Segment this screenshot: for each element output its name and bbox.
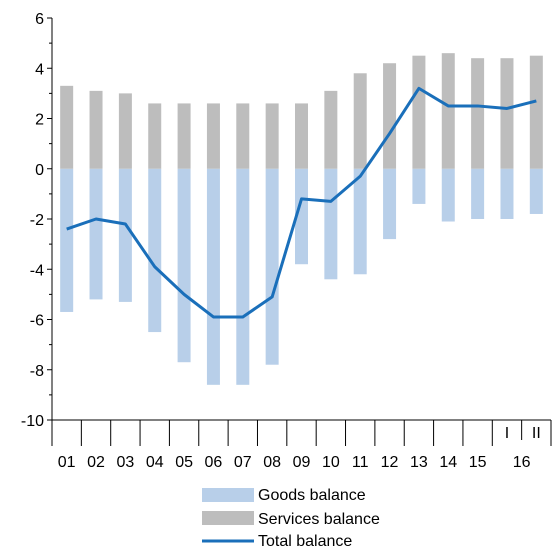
bar-goods — [89, 168, 103, 300]
bar-goods — [265, 168, 279, 365]
x-year-label: 16 — [513, 454, 531, 471]
bar-services — [206, 103, 220, 169]
x-category-label: 09 — [293, 454, 311, 471]
y-tick-label: 6 — [35, 11, 44, 28]
y-ticks: 6 4 2 0 -2 -4 -6 -8 -10 — [21, 11, 52, 430]
legend-swatch-goods — [202, 488, 254, 502]
x-category-label: 04 — [146, 454, 164, 471]
x-category-label: 08 — [263, 454, 281, 471]
bar-services — [89, 90, 103, 169]
bar-goods — [118, 168, 132, 302]
x-category-label: 13 — [410, 454, 428, 471]
x-category-label: 12 — [381, 454, 399, 471]
total-balance-line — [66, 86, 537, 319]
bar-services — [441, 53, 455, 169]
x-category-label: 15 — [469, 454, 487, 471]
bar-goods — [500, 168, 514, 219]
bar-goods — [177, 168, 191, 363]
bar-services — [236, 103, 250, 169]
line-layer — [66, 86, 537, 319]
x-category-label: 06 — [205, 454, 223, 471]
bars-layer — [60, 53, 543, 385]
bar-goods — [412, 168, 426, 204]
y-tick-label: -6 — [30, 313, 44, 330]
bar-services — [118, 93, 132, 169]
bar-goods — [60, 168, 74, 312]
bar-services — [529, 55, 543, 169]
bar-goods — [295, 168, 308, 265]
legend-label-total: Total balance — [258, 533, 352, 549]
bar-goods — [383, 168, 397, 240]
bar-services — [295, 103, 308, 169]
bar-goods — [471, 168, 485, 219]
x-category-label: 02 — [87, 454, 105, 471]
bar-services — [60, 85, 74, 169]
x-category-label: 07 — [234, 454, 252, 471]
bar-goods — [206, 168, 220, 385]
x-category-label: 01 — [58, 454, 76, 471]
bar-goods — [353, 168, 367, 275]
y-tick-label: -10 — [21, 413, 44, 430]
legend-swatch-services — [202, 511, 254, 525]
y-tick-label: -4 — [30, 262, 44, 279]
x-category-label: 03 — [116, 454, 134, 471]
legend: Goods balance Services balance Total bal… — [202, 487, 380, 549]
x-category-label: 14 — [439, 454, 457, 471]
bar-services — [412, 55, 426, 169]
y-tick-label: -2 — [30, 212, 44, 229]
bar-goods — [236, 168, 250, 385]
legend-label-goods: Goods balance — [258, 487, 366, 504]
x-category-label: 10 — [322, 454, 340, 471]
bar-goods — [529, 168, 543, 214]
y-tick-label: 2 — [35, 112, 44, 129]
bar-services — [324, 90, 338, 169]
bar-goods — [148, 168, 162, 333]
bar-goods — [324, 168, 338, 280]
bar-services — [471, 58, 485, 169]
y-tick-label: -8 — [30, 363, 44, 380]
bar-services — [500, 58, 514, 169]
bar-goods — [441, 168, 455, 222]
x-category-label: 11 — [352, 454, 369, 471]
bar-services — [383, 63, 397, 169]
y-tick-label: 4 — [35, 61, 44, 78]
bar-services — [353, 73, 367, 169]
legend-label-services: Services balance — [258, 511, 380, 528]
bar-services — [148, 103, 162, 169]
bar-services — [177, 103, 191, 169]
x-category-label: 05 — [175, 454, 193, 471]
bar-services — [265, 103, 279, 169]
x-category-label: I — [505, 425, 509, 442]
x-category-label: II — [532, 425, 541, 442]
y-tick-label: 0 — [35, 162, 44, 179]
